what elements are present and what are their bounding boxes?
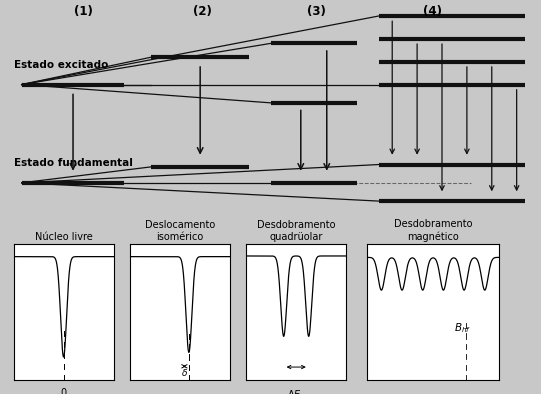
Text: $\Delta E_0$: $\Delta E_0$ xyxy=(287,388,306,394)
Text: (1): (1) xyxy=(75,5,93,18)
Text: Desdobramento
quadrüolar: Desdobramento quadrüolar xyxy=(257,220,335,242)
Text: (3): (3) xyxy=(307,5,326,18)
Text: (2): (2) xyxy=(194,5,212,18)
Text: Estado excitado: Estado excitado xyxy=(14,60,108,70)
Text: Desdobramento
magnético: Desdobramento magnético xyxy=(394,219,472,242)
Text: (4): (4) xyxy=(423,5,443,18)
Text: Deslocamento
isomérico: Deslocamento isomérico xyxy=(145,220,215,242)
Text: $B_{hf}$: $B_{hf}$ xyxy=(454,322,471,335)
Text: 0: 0 xyxy=(61,388,67,394)
Text: Núcleo livre: Núcleo livre xyxy=(35,232,93,242)
Text: Estado fundamental: Estado fundamental xyxy=(14,158,133,168)
Text: $\delta$: $\delta$ xyxy=(181,367,188,378)
